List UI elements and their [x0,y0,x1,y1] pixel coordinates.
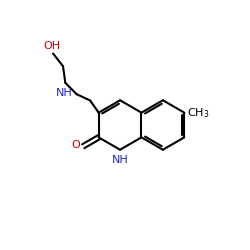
Text: OH: OH [43,40,60,50]
Text: NH: NH [112,155,129,165]
Text: CH$_3$: CH$_3$ [187,106,210,120]
Text: NH: NH [56,88,72,98]
Text: O: O [72,140,80,150]
